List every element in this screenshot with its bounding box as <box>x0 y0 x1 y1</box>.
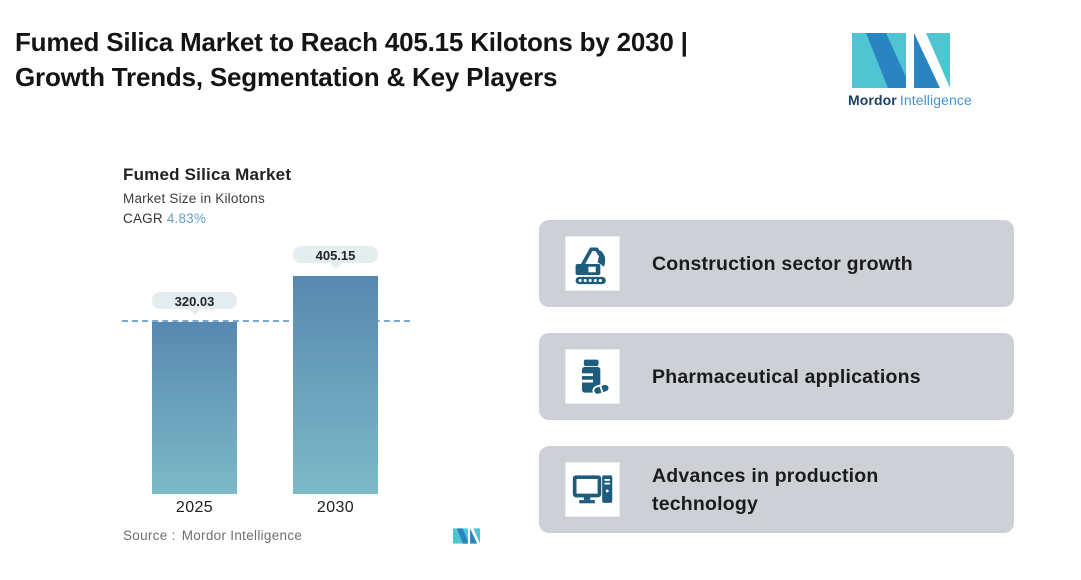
chart-cagr: CAGR 4.83% <box>123 211 291 226</box>
page-title: Fumed Silica Market to Reach 405.15 Kilo… <box>15 25 688 95</box>
icon-tile <box>565 349 620 404</box>
highlight-cards: Construction sector growth Pharmaceutica… <box>539 220 1014 559</box>
card-label: Construction sector growth <box>652 252 913 275</box>
pill-caret-icon <box>329 263 342 269</box>
x-axis-label-2030: 2030 <box>316 499 355 516</box>
icon-tile <box>565 236 620 291</box>
bar-rect-2025 <box>152 322 237 494</box>
card-production-technology: Advances in production technology <box>539 446 1014 533</box>
value-pill: 320.03 <box>152 292 237 309</box>
cagr-label: CAGR <box>123 211 163 226</box>
card-construction-growth: Construction sector growth <box>539 220 1014 307</box>
chart-source: Source : Mordor Intelligence <box>123 528 480 548</box>
mordor-intelligence-logo-icon <box>852 33 950 88</box>
card-pharmaceutical-applications: Pharmaceutical applications <box>539 333 1014 420</box>
chart-title: Fumed Silica Market <box>123 165 292 184</box>
desktop-computer-icon <box>572 474 612 503</box>
bar-value-label-2025: 320.03 <box>152 292 237 315</box>
card-label: Advances in production technology <box>652 464 879 515</box>
value-pill: 405.15 <box>293 246 378 263</box>
mordor-mini-logo-icon <box>453 528 480 544</box>
brand-name-light: Intelligence <box>899 92 972 108</box>
brand-logo: Mordor Intelligence <box>848 33 972 108</box>
source-value: Mordor Intelligence <box>181 528 303 543</box>
page-title-line2: Growth Trends, Segmentation & Key Player… <box>15 62 558 92</box>
brand-name-bold: Mordor <box>848 92 897 108</box>
source-label: Source : <box>123 528 176 543</box>
pill-bottle-icon <box>581 359 610 396</box>
bar-rect-2030 <box>293 276 378 494</box>
bar-column-2025: 320.03 2025 <box>152 240 237 516</box>
chart-subtitle: Market Size in Kilotons <box>123 191 265 206</box>
x-axis-label-2025: 2025 <box>175 499 214 516</box>
chart-header: Fumed Silica Market Market Size in Kilot… <box>123 165 291 226</box>
cagr-value: 4.83% <box>166 211 207 226</box>
pill-caret-icon <box>188 309 201 315</box>
reference-dashed-line <box>122 320 410 322</box>
bar-chart: 320.03 2025 405.15 2030 <box>122 240 420 516</box>
excavator-icon <box>575 247 606 284</box>
icon-tile <box>565 462 620 517</box>
card-label: Pharmaceutical applications <box>652 365 921 388</box>
brand-name: Mordor Intelligence <box>848 92 972 108</box>
page-title-line1: Fumed Silica Market to Reach 405.15 Kilo… <box>15 27 688 57</box>
bar-column-2030: 405.15 2030 <box>293 240 378 516</box>
bar-value-label-2030: 405.15 <box>293 246 378 269</box>
